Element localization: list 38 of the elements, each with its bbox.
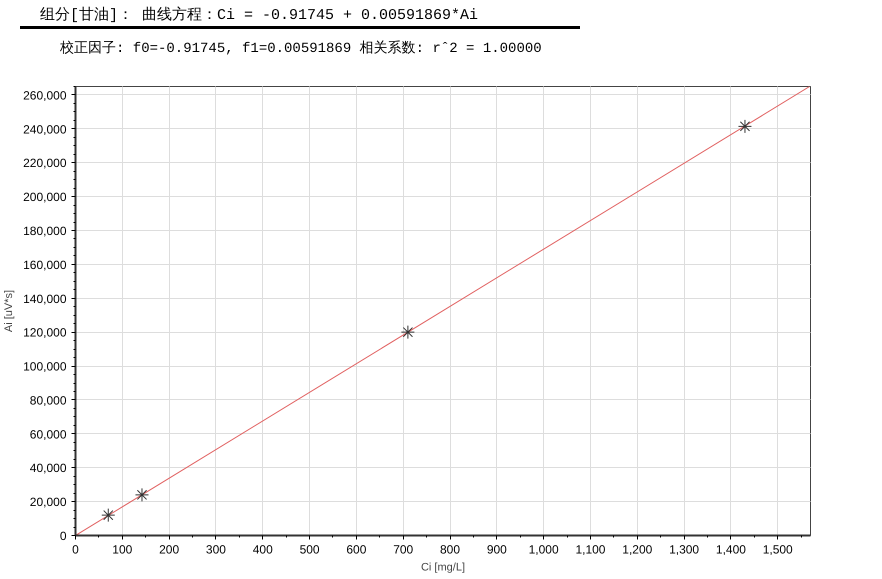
y-tick-label: 80,000 [30,393,67,408]
x-tick-label: 1,000 [528,542,559,556]
y-tick-label: 180,000 [23,224,67,238]
x-axis-title: Ci [mg/L] [420,562,466,574]
x-tick-label: 200 [159,542,180,556]
y-tick-label: 40,000 [30,461,67,476]
y-tick-label: 240,000 [23,122,67,136]
x-tick-label: 700 [393,542,414,556]
x-tick-label: 1,300 [669,542,700,556]
x-tick-label: 300 [206,542,226,556]
y-tick-label: 0 [60,529,67,543]
x-tick-label: 100 [112,542,133,556]
y-tick-label: 260,000 [23,88,67,102]
x-tick-label: 1,100 [575,542,606,556]
x-tick-label: 400 [252,542,274,556]
x-tick-label: 1,200 [622,542,653,556]
y-tick-label: 200,000 [23,190,67,204]
y-tick-label: 100,000 [23,360,67,374]
point [134,488,149,502]
y-tick-label: 220,000 [23,156,67,170]
x-tick-label: 1,400 [716,542,746,556]
x-tick-label: 600 [346,542,367,556]
y-axis-title: Ai [uV*s] [3,290,16,332]
x-tick-label: 500 [300,542,320,556]
y-tick-label: 20,000 [30,495,67,510]
y-tick-label: 60,000 [30,427,67,442]
y-tick-label: 160,000 [23,258,67,272]
point [101,508,116,522]
x-tick-label: 0 [72,542,80,556]
chart-subtitle: 校正因子: f0=-0.91745, f1=0.00591869 相关系数: rˆ2 = 1.00000 [60,39,542,59]
x-tick-label: 800 [440,542,460,556]
x-tick-label: 900 [486,542,508,556]
point [400,325,415,340]
chart-title: 组分[甘油]： 曲线方程：Ci = -0.91745 + 0.00591869*Ai [40,5,478,26]
y-tick-label: 140,000 [23,292,67,306]
x-tick-label: 1,500 [762,542,794,556]
point [738,119,752,134]
y-tick-label: 120,000 [23,326,67,340]
